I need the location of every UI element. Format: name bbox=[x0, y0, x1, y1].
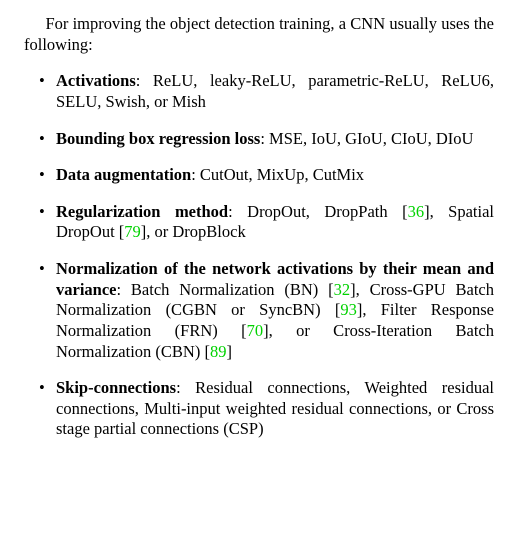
item-label: Activations bbox=[56, 71, 136, 90]
citation: 32 bbox=[334, 280, 351, 299]
citation: 93 bbox=[340, 300, 357, 319]
list-item: Regularization method: DropOut, DropPath… bbox=[56, 202, 494, 243]
item-label: Regularization method bbox=[56, 202, 228, 221]
list-item: Normalization of the network activations… bbox=[56, 259, 494, 362]
item-label: Bounding box regression loss bbox=[56, 129, 260, 148]
citation: 36 bbox=[408, 202, 425, 221]
list-item: Bounding box regression loss: MSE, IoU, … bbox=[56, 129, 494, 150]
bullet-list: Activations: ReLU, leaky-ReLU, parametri… bbox=[24, 71, 494, 440]
item-text: : MSE, IoU, GIoU, CIoU, DIoU bbox=[260, 129, 473, 148]
item-label: Skip-connections bbox=[56, 378, 176, 397]
item-label: Data augmentation bbox=[56, 165, 191, 184]
intro-paragraph: For improving the object detection train… bbox=[24, 14, 494, 55]
list-item: Skip-connections: Residual connections, … bbox=[56, 378, 494, 440]
paper-excerpt: For improving the object detection train… bbox=[0, 0, 522, 470]
list-item: Activations: ReLU, leaky-ReLU, parametri… bbox=[56, 71, 494, 112]
citation: 79 bbox=[124, 222, 141, 241]
item-text: : Batch Normalization (BN) [32], Cross-G… bbox=[56, 280, 494, 361]
list-item: Data augmentation: CutOut, MixUp, CutMix bbox=[56, 165, 494, 186]
item-text: : CutOut, MixUp, CutMix bbox=[191, 165, 364, 184]
citation: 89 bbox=[210, 342, 227, 361]
citation: 70 bbox=[247, 321, 264, 340]
